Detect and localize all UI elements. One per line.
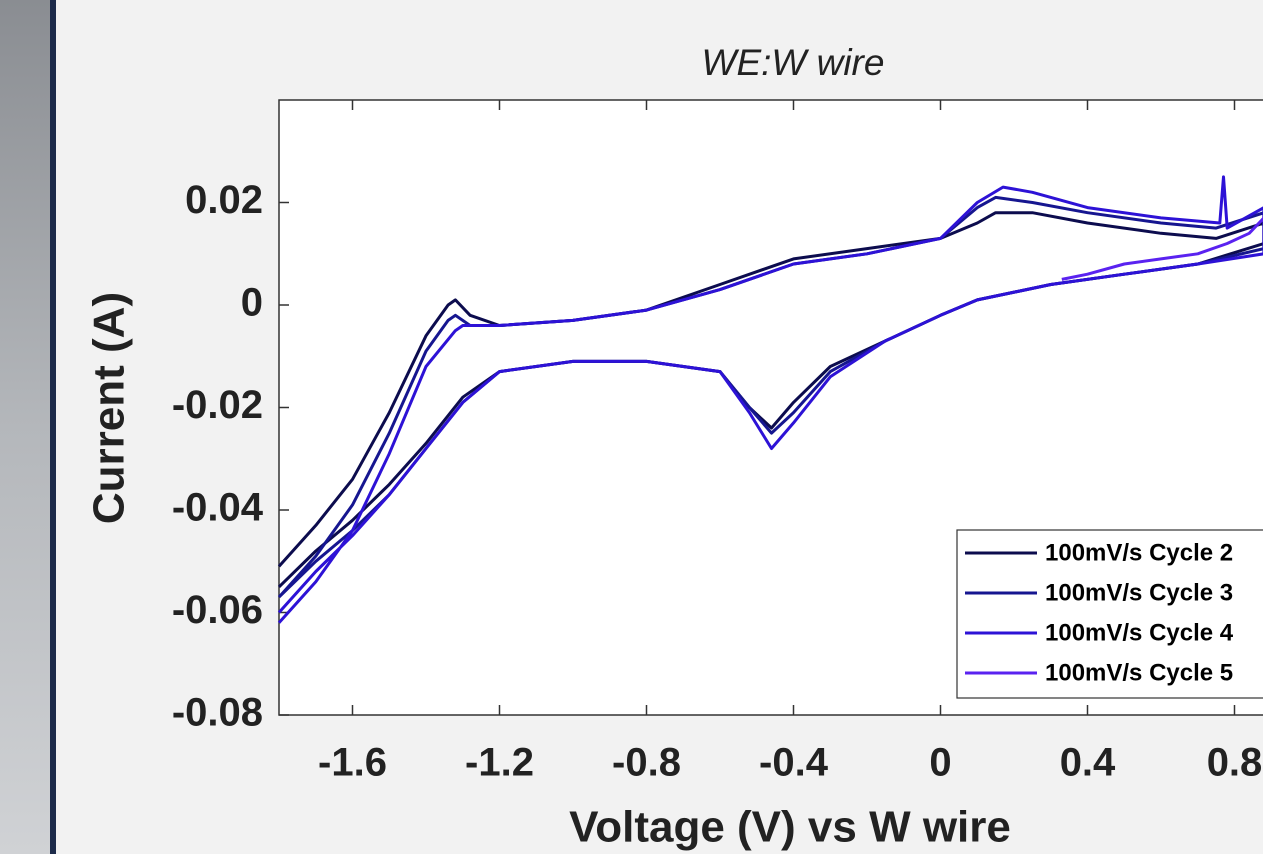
- legend-label: 100mV/s Cycle 3: [1045, 579, 1233, 606]
- series-line: [277, 175, 1263, 624]
- y-tick-label: -0.08: [172, 691, 263, 735]
- y-tick-label: -0.06: [172, 588, 263, 632]
- legend-label: 100mV/s Cycle 5: [1045, 659, 1233, 686]
- y-axis-label: Current (A): [85, 292, 134, 524]
- x-tick-label: -1.2: [465, 741, 534, 785]
- side-photo: [0, 0, 50, 854]
- y-tick-label: 0.02: [185, 178, 263, 222]
- y-tick-label: 0: [241, 281, 263, 325]
- y-tick-label: -0.02: [172, 383, 263, 427]
- chart-subtitle: WE:W wire: [702, 42, 885, 83]
- x-tick-label: 0.8: [1207, 741, 1263, 785]
- x-tick-label: 0.4: [1060, 741, 1116, 785]
- side-border: [50, 0, 56, 854]
- x-tick-label: -1.6: [318, 741, 387, 785]
- x-tick-label: -0.4: [759, 741, 829, 785]
- legend-box: [956, 529, 1263, 699]
- x-tick-label: 0: [929, 741, 951, 785]
- legend-label: 100mV/s Cycle 4: [1045, 619, 1234, 646]
- legend-label: 100mV/s Cycle 2: [1045, 539, 1233, 566]
- y-tick-label: -0.04: [172, 486, 264, 530]
- x-axis-label: Voltage (V) vs W wire: [569, 803, 1011, 852]
- x-tick-label: -0.8: [612, 741, 681, 785]
- series-line: [1061, 216, 1263, 281]
